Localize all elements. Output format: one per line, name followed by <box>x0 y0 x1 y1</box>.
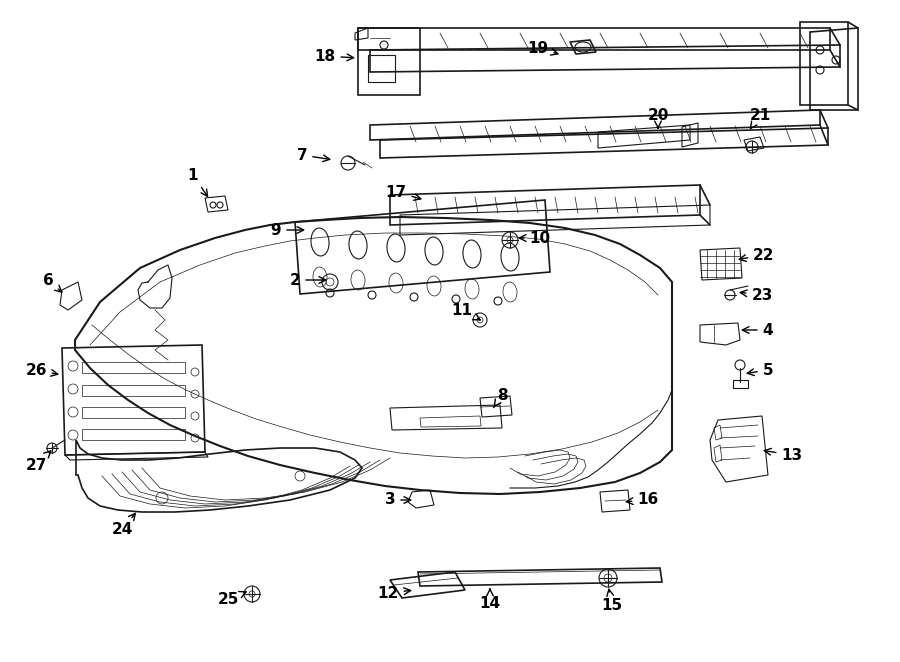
Text: 11: 11 <box>452 303 481 320</box>
Text: 20: 20 <box>647 107 669 128</box>
Text: 23: 23 <box>741 287 773 303</box>
Text: 10: 10 <box>519 230 551 246</box>
Text: 2: 2 <box>290 273 326 287</box>
Text: 18: 18 <box>314 48 354 64</box>
Text: 4: 4 <box>742 322 773 338</box>
Text: 7: 7 <box>297 148 329 162</box>
Text: 19: 19 <box>527 40 558 56</box>
Text: 3: 3 <box>384 493 410 508</box>
Text: 16: 16 <box>626 493 659 508</box>
Text: 8: 8 <box>493 387 508 408</box>
Text: 12: 12 <box>377 585 410 600</box>
Text: 25: 25 <box>217 592 246 608</box>
Text: 14: 14 <box>480 589 500 610</box>
Text: 21: 21 <box>750 107 770 128</box>
Text: 15: 15 <box>601 589 623 612</box>
Text: 9: 9 <box>271 222 303 238</box>
Text: 26: 26 <box>25 363 58 377</box>
Text: 13: 13 <box>764 448 803 463</box>
Text: 22: 22 <box>739 248 775 263</box>
Text: 6: 6 <box>42 273 62 292</box>
Text: 24: 24 <box>112 513 135 538</box>
Text: 17: 17 <box>385 185 421 201</box>
Text: 1: 1 <box>188 167 208 197</box>
Text: 27: 27 <box>25 451 51 473</box>
Text: 5: 5 <box>747 363 773 377</box>
